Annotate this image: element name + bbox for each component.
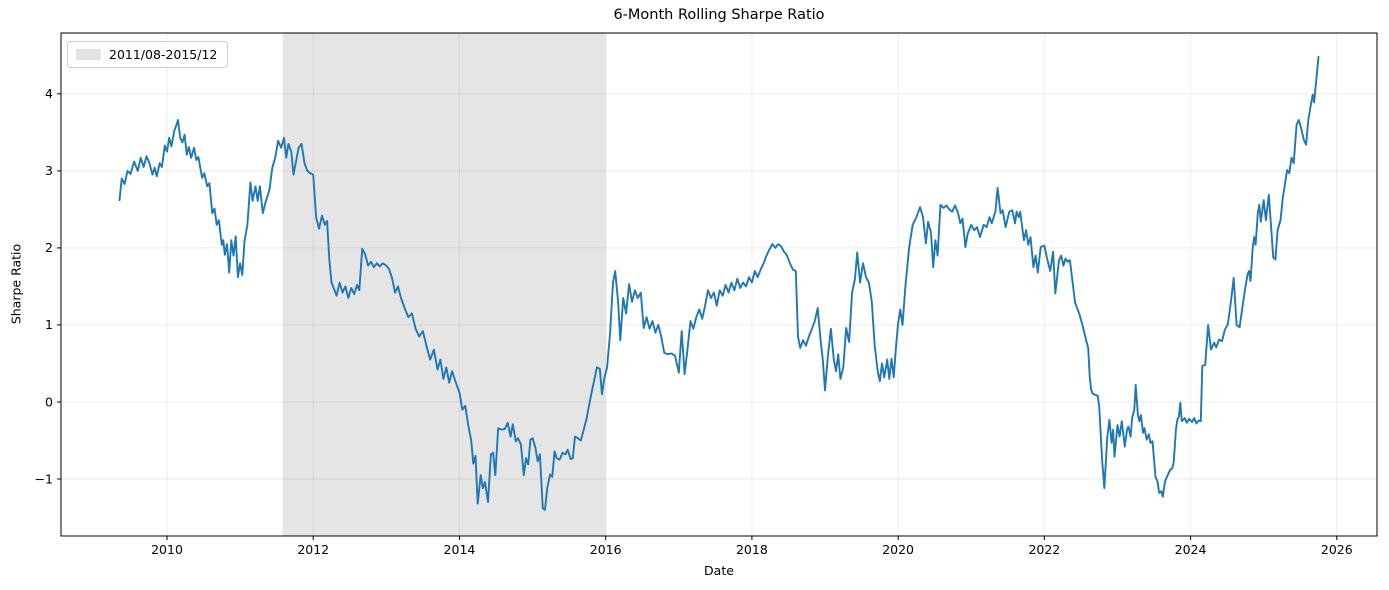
x-axis-label: Date: [704, 563, 734, 578]
y-axis-tick-label: −1: [35, 471, 53, 486]
x-axis-tick-label: 2020: [882, 542, 914, 557]
x-axis-tick-label: 2026: [1321, 542, 1353, 557]
legend-swatch-icon: [76, 49, 101, 60]
x-axis-tick-label: 2010: [151, 542, 183, 557]
y-axis-tick-label: 2: [45, 240, 53, 255]
y-axis-tick-label: 3: [45, 163, 53, 178]
x-axis-tick-label: 2018: [736, 542, 768, 557]
series-line: [118, 55, 1320, 511]
x-axis-tick-label: 2016: [590, 542, 622, 557]
x-axis-tick-label: 2024: [1175, 542, 1207, 557]
plot-border: [60, 32, 1378, 537]
y-axis-tick-label: 4: [45, 86, 53, 101]
chart-title: 6-Month Rolling Sharpe Ratio: [613, 7, 825, 23]
highlight-band: [282, 33, 606, 536]
y-axis-tick-label: 0: [45, 394, 53, 409]
x-axis-tick-label: 2012: [297, 542, 329, 557]
legend-label: 2011/08-2015/12: [109, 47, 218, 62]
x-axis-tick-label: 2014: [444, 542, 476, 557]
legend: 2011/08-2015/12: [67, 41, 229, 68]
x-axis-tick-label: 2022: [1028, 542, 1060, 557]
y-axis-tick-label: 1: [45, 317, 53, 332]
y-axis-label: Sharpe Ratio: [8, 243, 24, 325]
